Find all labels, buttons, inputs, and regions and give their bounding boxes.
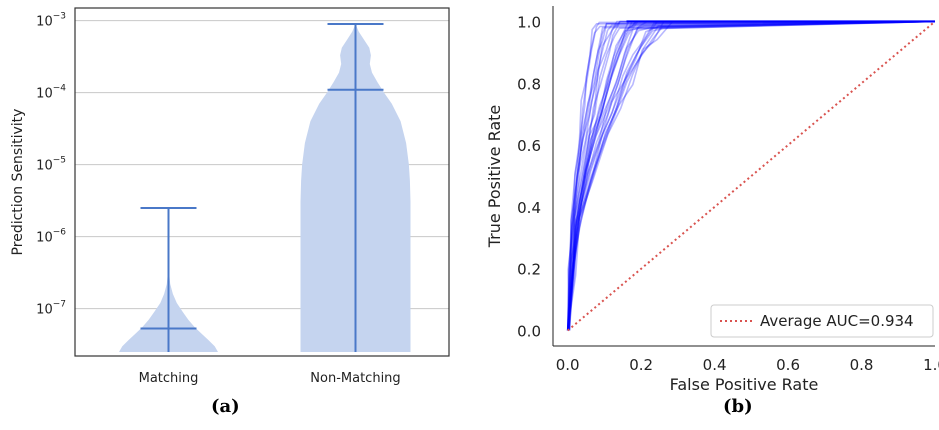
roc-curve	[568, 20, 935, 331]
y-tick-labels: 0.0 0.2 0.4 0.6 0.8 1.0	[517, 13, 541, 340]
y-tick-label: 1.0	[517, 13, 541, 31]
roc-curves	[566, 20, 936, 331]
y-axis-label: True Positive Rate	[485, 105, 504, 249]
roc-curve	[566, 20, 936, 331]
roc-curve	[566, 20, 936, 331]
y-tick-exponent: −5	[53, 156, 66, 166]
x-tick-label: 0.6	[776, 356, 800, 374]
violins	[119, 22, 411, 353]
legend-label: Average AUC=0.934	[760, 312, 914, 330]
x-tick-label: Matching	[139, 371, 199, 386]
roc-panel: 0.0 0.2 0.4 0.6 0.8 1.0 0.0 0.2 0.4 0.6 0.8 1.0 Fa…	[485, 6, 939, 394]
roc-curve	[567, 20, 936, 331]
roc-curve	[566, 20, 935, 331]
x-tick-label: 0.4	[703, 356, 727, 374]
x-tick-labels: Matching Non-Matching	[139, 371, 401, 386]
roc-curve	[567, 20, 936, 331]
y-tick-exponent: −3	[53, 12, 66, 22]
roc-curve	[568, 20, 936, 331]
y-tick-label: 10−5	[36, 156, 66, 174]
legend-box	[710, 304, 934, 338]
roc-curve	[568, 20, 936, 331]
roc-curve	[567, 20, 935, 331]
x-tick-labels: 0.0 0.2 0.4 0.6 0.8 1.0	[556, 356, 939, 374]
roc-curve	[566, 20, 935, 331]
x-tick-label: 0.0	[556, 356, 580, 374]
violin-panel: 10−7 10−6 10−5 10−4 10−3 Matching Non-Matchin…	[10, 7, 450, 386]
legend: Average AUC=0.934	[710, 304, 934, 338]
roc-curve	[566, 20, 935, 331]
roc-curve	[566, 20, 935, 331]
roc-curve	[566, 20, 936, 331]
plot-frame	[74, 7, 450, 357]
roc-curve	[567, 20, 936, 331]
x-tick-label: 0.2	[629, 356, 653, 374]
roc-curve	[566, 20, 936, 331]
y-tick-label: 0.6	[517, 137, 541, 155]
roc-curve	[566, 20, 936, 331]
roc-curve	[567, 20, 936, 331]
roc-curve	[568, 20, 935, 331]
x-tick-label: 0.8	[850, 356, 874, 374]
y-tick-exponent: −4	[53, 84, 67, 94]
roc-curve	[566, 20, 935, 331]
y-tick-label: 10−6	[36, 228, 66, 246]
y-tick-label: 10−7	[36, 300, 66, 318]
roc-curve	[566, 20, 935, 331]
y-tick-label: 0.4	[517, 199, 541, 217]
roc-curve	[568, 20, 936, 331]
y-tick-exponent: −7	[53, 300, 66, 310]
roc-curve	[567, 20, 936, 331]
panel-b-caption: (b)	[723, 396, 753, 417]
roc-curve	[567, 20, 936, 331]
x-axis-label: False Positive Rate	[670, 375, 819, 394]
panel-a-caption: (a)	[211, 396, 240, 417]
y-tick-label: 0.0	[517, 323, 541, 341]
roc-curve	[568, 20, 936, 331]
y-tick-label: 0.8	[517, 75, 541, 93]
y-tick-label: 10−4	[36, 84, 66, 102]
y-tick-exponent: −6	[53, 228, 67, 238]
y-tick-labels: 10−7 10−6 10−5 10−4 10−3	[36, 12, 66, 318]
x-tick-label: Non-Matching	[310, 371, 400, 386]
y-tick-label: 10−3	[36, 12, 66, 30]
roc-curve	[567, 20, 936, 331]
y-axis-label: Prediction Sensitivity	[10, 109, 26, 256]
roc-curve	[566, 20, 935, 331]
roc-curve	[568, 20, 936, 331]
roc-curve	[566, 20, 936, 331]
reference-diagonal	[567, 20, 936, 332]
roc-curve	[567, 20, 936, 331]
x-tick-label: 1.0	[923, 356, 939, 374]
y-tick-label: 0.2	[517, 261, 541, 279]
roc-curve	[566, 20, 935, 331]
